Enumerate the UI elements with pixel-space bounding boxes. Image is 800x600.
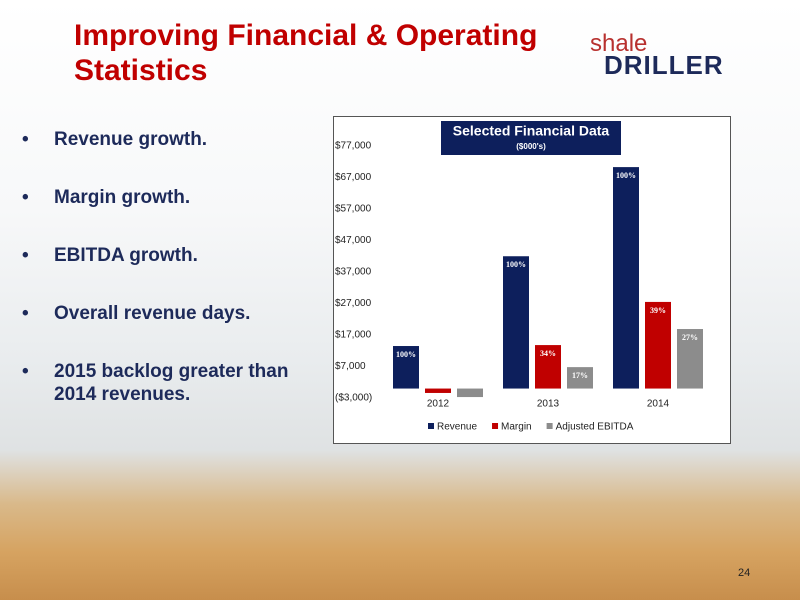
legend-swatch — [492, 423, 499, 429]
chart-title: Selected Financial Data — [453, 123, 610, 139]
bar — [613, 167, 639, 389]
legend-label: Revenue — [437, 422, 477, 433]
bullet: Overall revenue days. — [22, 302, 322, 325]
bar — [425, 388, 451, 393]
x-tick-label: 2014 — [647, 399, 670, 410]
bar-annotation: 100% — [616, 171, 636, 180]
bullet: Revenue growth. — [22, 128, 322, 151]
x-tick-label: 2012 — [427, 399, 450, 410]
bar-annotation: 100% — [506, 260, 526, 269]
y-tick-label: $37,000 — [335, 267, 372, 278]
y-tick-label: $7,000 — [335, 361, 366, 372]
bar-annotation: 17% — [572, 371, 588, 380]
x-tick-label: 2013 — [537, 399, 560, 410]
bar — [393, 346, 419, 389]
y-tick-label: ($3,000) — [335, 393, 372, 404]
slide-title: Improving Financial & Operating Statisti… — [74, 19, 538, 87]
bar — [503, 256, 529, 389]
legend-swatch — [546, 423, 553, 429]
legend-label: Adjusted EBITDA — [556, 422, 634, 433]
logo: DRILLER — [604, 50, 724, 80]
bullet: 2015 backlog greater than 2014 revenues. — [22, 360, 322, 406]
bar-annotation: 27% — [682, 333, 698, 342]
bullet: Margin growth. — [22, 186, 322, 209]
y-tick-label: $57,000 — [335, 204, 372, 215]
legend-label: Margin — [501, 422, 532, 433]
y-tick-label: $47,000 — [335, 235, 372, 246]
bar-annotation: 100% — [396, 350, 416, 359]
y-tick-label: $77,000 — [335, 141, 372, 152]
y-tick-label: $27,000 — [335, 298, 372, 309]
bar — [457, 388, 483, 398]
logo: shale — [590, 30, 648, 57]
bar — [567, 367, 593, 389]
bar-annotation: 39% — [650, 306, 666, 315]
chart-subtitle: ($000's) — [516, 142, 546, 151]
legend-swatch — [428, 423, 434, 429]
y-tick-label: $67,000 — [335, 172, 372, 183]
bar-annotation: 34% — [540, 349, 556, 358]
bullet: EBITDA growth. — [22, 244, 322, 267]
bar — [677, 329, 703, 389]
bar — [535, 345, 561, 389]
bullet-list: Revenue growth. Margin growth. EBITDA gr… — [22, 128, 322, 441]
y-tick-label: $17,000 — [335, 330, 372, 341]
page-number: 24 — [738, 567, 751, 579]
bar — [645, 301, 671, 389]
chart-frame — [333, 116, 731, 444]
chart: Selected Financial Data ($000's) ($3,000… — [333, 116, 731, 444]
chart-title-box — [441, 121, 621, 155]
